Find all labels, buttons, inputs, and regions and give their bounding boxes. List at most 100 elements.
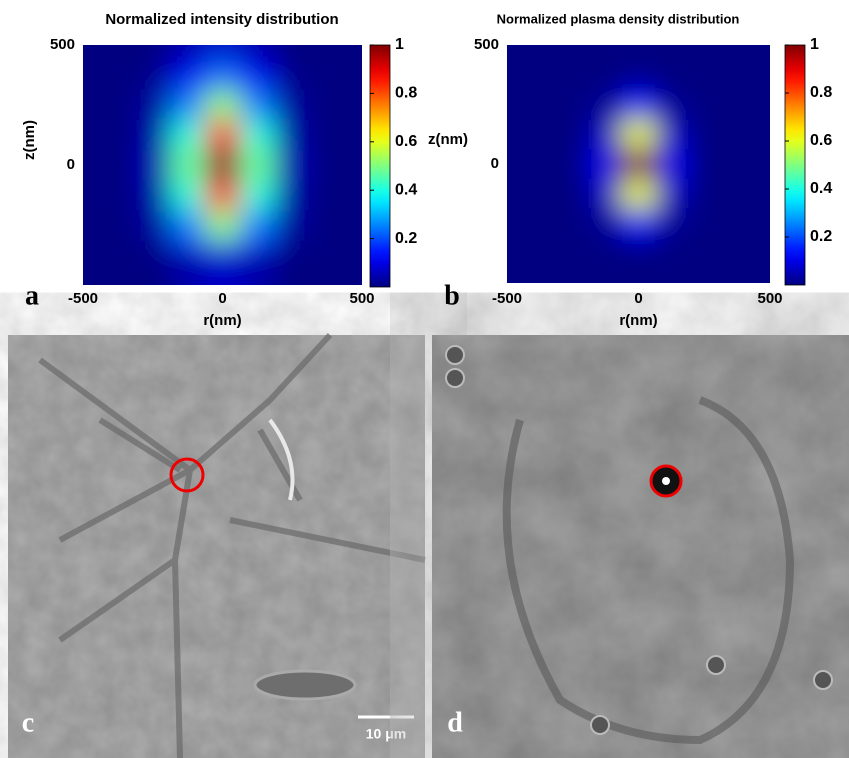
y-axis-label: z(nm) (21, 120, 38, 160)
heatmap-cell (655, 179, 688, 209)
heatmap-cell (556, 90, 589, 120)
heatmap-cell (622, 90, 655, 120)
heatmap-cell (556, 60, 589, 90)
x-axis-label: r(nm) (203, 312, 241, 329)
y-tick-label: 500 (50, 36, 75, 53)
heatmap-cell (240, 60, 275, 90)
heatmap-cell (170, 90, 205, 120)
heatmap-panel: Normalized intensity distribution r(nm) z(… (21, 5, 417, 329)
heatmap-cell (275, 210, 310, 240)
heatmap-cell (275, 120, 310, 150)
heatmap-cell (135, 150, 170, 180)
heatmap-cell (275, 250, 310, 320)
heatmap-cell (523, 248, 556, 318)
heatmap-cell (100, 250, 135, 320)
heatmap-cell (688, 209, 721, 239)
heatmap-cell (655, 90, 688, 120)
heatmap-cell (589, 248, 622, 318)
heatmap-cell (205, 250, 240, 320)
x-tick-label: 0 (218, 290, 226, 307)
heatmap-cell (523, 60, 556, 90)
heatmap-cell (205, 150, 240, 180)
heatmap-cell (135, 90, 170, 120)
heatmap-cell (655, 119, 688, 149)
colorbar-tick-label: 0.6 (810, 132, 832, 149)
heatmap-area (467, 5, 810, 323)
heatmap-cell (240, 210, 275, 240)
heatmap-cell (622, 60, 655, 90)
heatmap-cell (523, 179, 556, 209)
colorbar-tick-label: 0.8 (810, 84, 832, 101)
x-tick-label: 500 (349, 290, 374, 307)
heatmap-cell (556, 149, 589, 179)
colorbar (370, 45, 390, 287)
colorbar-tick-label: 1 (395, 36, 404, 53)
x-axis-label: r(nm) (619, 312, 657, 329)
photo-c: 10 μm c (8, 335, 425, 758)
heatmap-cell (205, 180, 240, 210)
panel-letter: a (25, 280, 39, 311)
heatmap-cell (240, 180, 275, 210)
heatmap-cell (523, 149, 556, 179)
x-tick-label: 500 (757, 290, 782, 307)
heatmap-cell (655, 60, 688, 90)
heatmap-cell (688, 90, 721, 120)
heatmap-cell (622, 149, 655, 179)
heatmap-cell (170, 180, 205, 210)
colorbar-tick-label: 0.4 (810, 180, 832, 197)
heatmap-cell (135, 60, 170, 90)
heatmap-cell (135, 250, 170, 320)
heatmap-cell (205, 90, 240, 120)
heatmap-cell (275, 60, 310, 90)
heatmap-cell (240, 90, 275, 120)
heatmap-cell (170, 210, 205, 240)
heatmap-cell (240, 150, 275, 180)
heatmap-cell (100, 90, 135, 120)
heatmap-cell (240, 250, 275, 320)
heatmap-cell (170, 150, 205, 180)
chart-title: Normalized plasma density distribution (497, 11, 740, 26)
heatmap-cell (589, 149, 622, 179)
heatmap-cell (135, 120, 170, 150)
heatmap-cell (622, 248, 655, 318)
heatmap-cells (471, 10, 807, 318)
y-tick-label: 0 (67, 156, 75, 173)
heatmap-cell (688, 179, 721, 209)
heatmap-cell (170, 120, 205, 150)
colorbar-tick-label: 0.4 (395, 181, 417, 198)
x-tick-label: 0 (634, 290, 642, 307)
heatmap-cell (688, 60, 721, 90)
colorbar-tick-label: 0.2 (395, 230, 417, 247)
scale-bar-label: 10 μm (366, 726, 406, 742)
y-tick-label: 500 (474, 36, 499, 53)
colorbar-tick-label: 1 (810, 36, 819, 53)
panel-letter: b (444, 280, 460, 311)
panel-letter: c (22, 707, 34, 738)
heatmap-cell (622, 179, 655, 209)
heatmap-cell (100, 150, 135, 180)
y-tick-label: 0 (491, 155, 499, 172)
heatmap-cell (622, 209, 655, 239)
heatmap-cell (275, 150, 310, 180)
heatmap-cell (589, 179, 622, 209)
heatmap-cell (170, 250, 205, 320)
heatmap-cell (205, 210, 240, 240)
heatmap-cell (275, 180, 310, 210)
heatmap-cell (655, 209, 688, 239)
colorbar (785, 45, 805, 285)
heatmap-cell (556, 179, 589, 209)
heatmap-cell (688, 149, 721, 179)
colorbar-tick-label: 0.8 (395, 85, 417, 102)
heatmap-cell (523, 209, 556, 239)
chart-title: Normalized intensity distribution (105, 11, 338, 28)
heatmap-cell (100, 180, 135, 210)
heatmap-cell (205, 120, 240, 150)
y-axis-label: z(nm) (428, 131, 468, 148)
heatmap-cell (275, 90, 310, 120)
photo-d: d (432, 335, 849, 758)
heatmap-cell (655, 149, 688, 179)
heatmap-area (43, 5, 402, 325)
heatmap-cells (46, 10, 400, 320)
heatmap-panel: Normalized plasma density distribution r(… (428, 5, 832, 329)
heatmap-cell (556, 209, 589, 239)
